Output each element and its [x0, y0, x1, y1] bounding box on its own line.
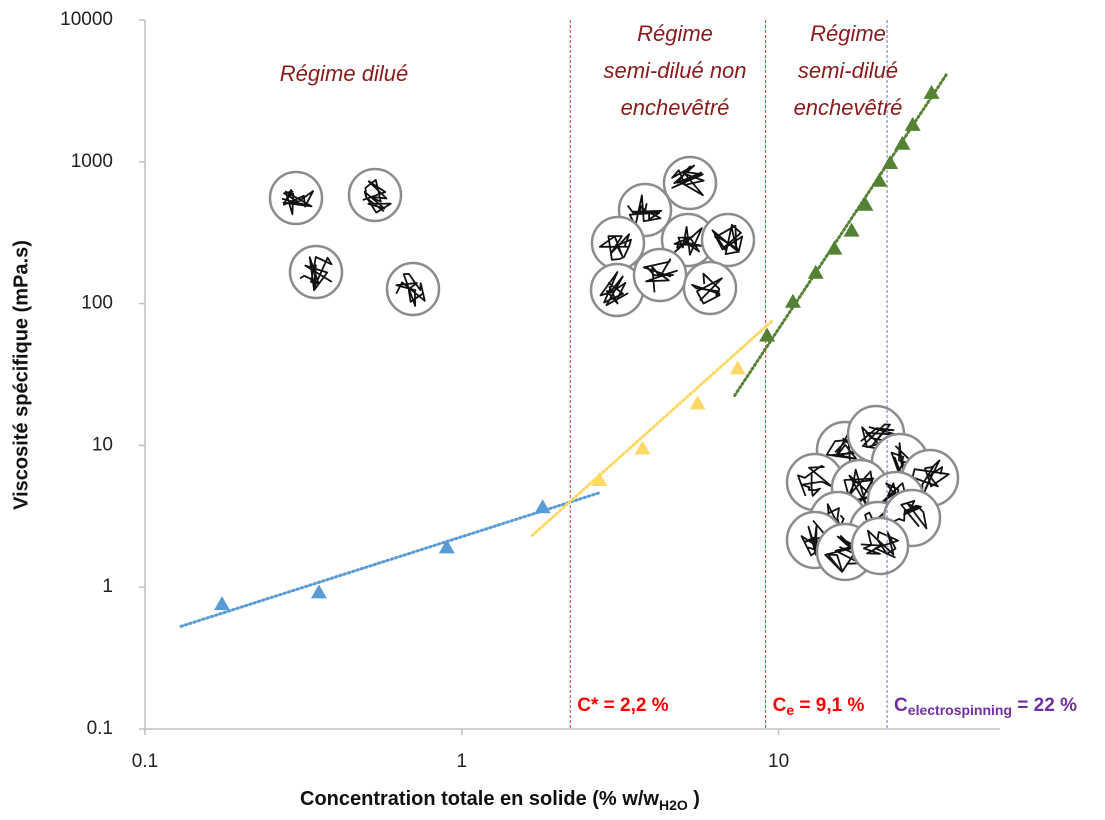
coil-chain [711, 223, 744, 256]
x-axis-title-sub: H2O [659, 797, 688, 813]
threshold-label-rest: = 9,1 % [794, 695, 864, 716]
coil-chain [860, 423, 897, 451]
data-point [807, 264, 824, 279]
threshold-label-sub: e [786, 702, 794, 718]
coil-chain [362, 178, 392, 214]
coil-chain [599, 271, 629, 307]
coil-chain [299, 256, 333, 292]
coil-chain [691, 272, 723, 305]
trend-line [179, 490, 603, 628]
data-point [534, 499, 551, 514]
coil-chain [281, 188, 315, 216]
threshold-label: Ce = 9,1 % [773, 695, 865, 718]
y-tick-label: 10000 [60, 9, 113, 30]
coil-illustrations [268, 155, 960, 582]
y-tick-label: 0.1 [87, 718, 113, 739]
coil-chain [395, 272, 426, 307]
coil-chain [642, 258, 678, 293]
region-label: Régime [637, 21, 713, 46]
data-point [894, 135, 911, 150]
region-label: semi-dilué [798, 58, 898, 83]
data-point [882, 155, 899, 170]
coil-chain [598, 233, 632, 261]
y-tick-label: 1000 [71, 151, 113, 172]
y-axis-title: Viscosité spécifique (mPa.s) [10, 240, 32, 510]
data-point [784, 293, 801, 308]
threshold-label-rest: = 22 % [1012, 695, 1077, 716]
data-point [310, 584, 327, 599]
threshold-label-main: C [773, 695, 787, 716]
coil-chain [860, 529, 899, 559]
threshold-label: C* = 2,2 % [577, 695, 668, 716]
coil-chain [843, 468, 875, 506]
data-point [923, 84, 940, 99]
threshold-label: Celectrospinning = 22 % [894, 695, 1077, 718]
coil-chain [626, 194, 663, 227]
data-point [904, 116, 921, 131]
data-point [689, 395, 706, 410]
y-tick-label: 1 [102, 576, 113, 597]
x-axis-title-rest: ) [688, 788, 700, 810]
data-point [759, 327, 776, 342]
x-axis-title-main: Concentration totale en solide (% w/w [300, 788, 659, 810]
coil-chain [892, 499, 928, 530]
x-axis-title: Concentration totale en solide (% w/wH2O… [300, 788, 700, 812]
region-label: Régime dilué [280, 61, 408, 86]
region-label: enchevêtré [621, 95, 730, 120]
region-label: semi-dilué non [603, 58, 746, 83]
data-point [871, 172, 888, 187]
data-point [438, 539, 455, 554]
coil-chain [911, 459, 950, 497]
coil-chain [797, 464, 834, 497]
coil-chain [824, 535, 864, 573]
region-label: enchevêtré [794, 95, 903, 120]
data-point [857, 196, 874, 211]
coil-circle [682, 260, 738, 316]
threshold-label-sub: electrospinning [908, 702, 1012, 718]
data-point [729, 360, 746, 375]
region-label: Régime [810, 21, 886, 46]
y-tick-label: 100 [81, 293, 113, 314]
y-tick-label: 10 [92, 434, 113, 455]
x-tick-label: 10 [768, 751, 789, 772]
trend-line [530, 319, 775, 537]
x-tick-label: 0.1 [132, 751, 158, 772]
data-point [634, 440, 651, 455]
coil-chain [673, 225, 704, 256]
data-point [213, 596, 230, 611]
data-point [826, 240, 843, 255]
threshold-label-main: C [894, 695, 908, 716]
x-tick-label: 1 [456, 751, 467, 772]
trend-line [733, 71, 949, 397]
threshold-label-main: C* = 2,2 % [577, 695, 668, 716]
data-point [843, 222, 860, 237]
data-point [591, 472, 608, 487]
coil-chain [671, 164, 705, 197]
